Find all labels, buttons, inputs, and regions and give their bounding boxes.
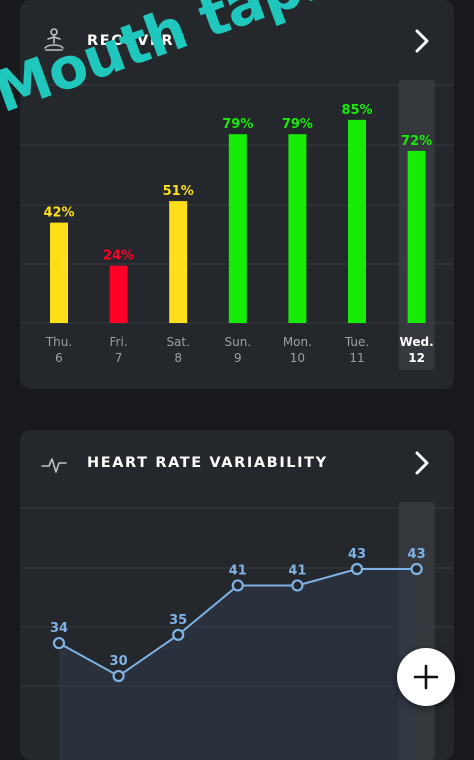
heartbeat-icon	[41, 458, 67, 473]
hrv-point	[291, 579, 304, 592]
recovery-value-label: 51%	[163, 184, 194, 199]
meditation-icon	[44, 28, 64, 51]
hrv-title: HEART RATE VARIABILITY	[87, 455, 328, 471]
plus-icon	[413, 664, 439, 690]
recovery-value-label: 42%	[43, 206, 74, 221]
hrv-point	[350, 562, 364, 576]
day-date-label: 8	[174, 351, 182, 365]
recovery-chart: 42% Thu. 6 24% Fri. 7 51% Sat. 8 79% Sun. 9 79% Mon. 1…	[20, 80, 454, 370]
chevron-right-icon[interactable]	[414, 451, 430, 475]
recovery-bar	[348, 119, 366, 323]
day-weekday-label: Tue.	[344, 335, 369, 349]
hrv-point	[172, 628, 185, 641]
day-weekday-label: Sat.	[166, 335, 190, 349]
day-date-label: 11	[349, 351, 364, 365]
day-weekday-label: Mon.	[283, 335, 312, 349]
hrv-value-label: 43	[348, 547, 366, 562]
hrv-value-label: 34	[50, 621, 68, 636]
hrv-chart: 34 30 35 41 41 43 43	[20, 502, 454, 760]
recovery-card[interactable]: RECOVERY 42% Thu. 6 24% Fri. 7 51% Sat. 8 79% Sun.…	[20, 0, 454, 389]
hrv-header[interactable]: HEART RATE VARIABILITY	[20, 430, 454, 510]
recovery-value-label: 79%	[222, 117, 253, 132]
recovery-bar	[407, 150, 426, 323]
day-weekday-label: Fri.	[110, 335, 128, 349]
day-weekday-label: Wed.	[400, 335, 434, 349]
recovery-value-label: 24%	[103, 249, 134, 264]
hrv-value-label: 30	[110, 654, 128, 669]
recovery-bar	[50, 222, 68, 323]
recovery-title: RECOVERY	[87, 33, 186, 49]
hrv-card[interactable]: HEART RATE VARIABILITY 34 30 35 41 41 43 43	[20, 430, 454, 760]
recovery-bar	[228, 134, 247, 323]
recovery-bar	[109, 265, 128, 323]
recovery-value-label: 79%	[282, 117, 313, 132]
hrv-point	[410, 562, 423, 576]
day-weekday-label: Thu.	[45, 335, 72, 349]
hrv-value-label: 41	[288, 563, 306, 578]
day-date-label: 6	[55, 351, 63, 365]
chevron-right-icon[interactable]	[414, 29, 430, 53]
recovery-value-label: 85%	[341, 103, 372, 118]
day-date-label: 7	[115, 351, 123, 365]
recovery-value-label: 72%	[401, 134, 432, 149]
hrv-value-label: 35	[169, 613, 187, 628]
add-button[interactable]	[397, 648, 455, 706]
hrv-point	[112, 669, 125, 683]
recovery-bar	[288, 134, 307, 323]
day-weekday-label: Sun.	[224, 335, 251, 349]
hrv-point	[231, 579, 244, 592]
day-date-label: 10	[290, 351, 305, 365]
hrv-area	[59, 569, 417, 760]
hrv-value-label: 43	[408, 547, 426, 562]
hrv-value-label: 41	[229, 563, 247, 578]
day-date-label: 12	[408, 351, 425, 365]
hrv-point	[52, 636, 66, 650]
recovery-bar	[169, 201, 188, 323]
recovery-header[interactable]: RECOVERY	[20, 0, 454, 80]
day-date-label: 9	[234, 351, 242, 365]
